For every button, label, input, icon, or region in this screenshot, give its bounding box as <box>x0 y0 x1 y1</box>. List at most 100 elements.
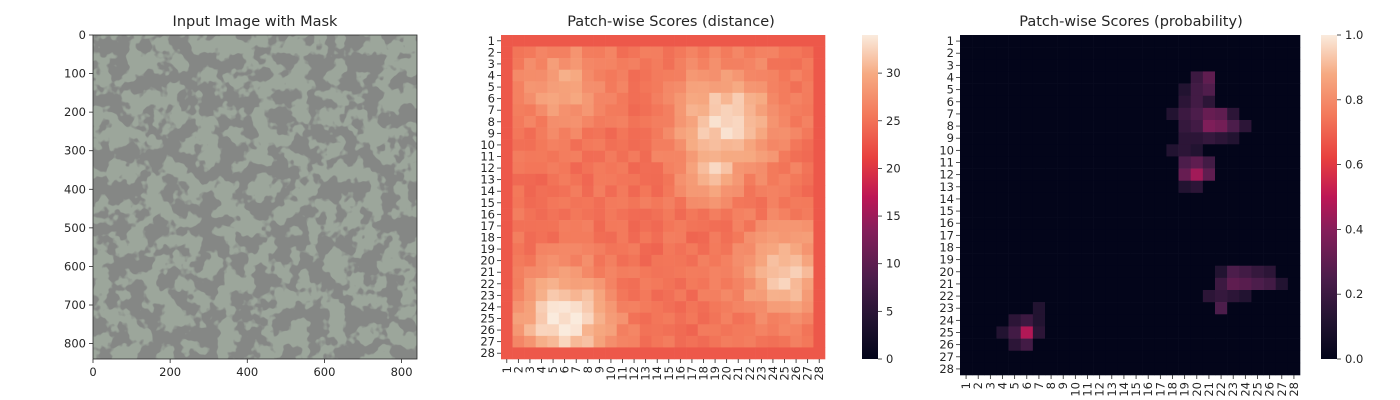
distance-cell <box>628 185 641 198</box>
distance-cell <box>663 289 675 302</box>
distance-cell <box>558 46 571 59</box>
distance-cell <box>593 243 606 256</box>
distance-cell <box>524 139 537 152</box>
probability-y-tick-label: 11 <box>939 156 954 170</box>
distance-cell <box>686 92 699 105</box>
probability-cell <box>1166 241 1179 254</box>
distance-cell <box>616 150 629 163</box>
distance-cell <box>605 104 618 117</box>
probability-cell <box>972 107 985 121</box>
probability-cell <box>1275 59 1289 72</box>
distance-cell <box>663 173 675 186</box>
probability-cell <box>1202 265 1216 279</box>
distance-cell <box>628 301 641 314</box>
probability-cell <box>1154 217 1167 230</box>
distance-cell <box>767 312 780 325</box>
probability-cell <box>1227 314 1240 327</box>
probability-cell <box>996 59 1009 72</box>
distance-cell <box>639 231 652 244</box>
distance-cell <box>547 139 560 152</box>
distance-cell <box>709 162 722 175</box>
probability-cell <box>1287 59 1301 72</box>
distance-cell <box>801 173 814 186</box>
probability-cell <box>1178 205 1192 218</box>
probability-x-tick-label: 19 <box>1178 382 1192 397</box>
probability-cell <box>1032 362 1046 376</box>
distance-cell <box>582 139 594 152</box>
probability-cell <box>1178 229 1192 242</box>
probability-cell <box>1020 326 1034 339</box>
probability-cell <box>1190 47 1204 60</box>
probability-cell <box>1081 71 1094 84</box>
probability-cell <box>1178 338 1192 352</box>
probability-cell <box>1142 168 1155 182</box>
distance-cell <box>709 150 722 163</box>
probability-cell <box>1069 229 1082 242</box>
distance-cell <box>674 150 687 163</box>
distance-y-tick-label: 18 <box>480 231 495 245</box>
distance-cell <box>663 139 675 152</box>
distance-cell <box>512 347 525 360</box>
probability-cell <box>1032 241 1046 254</box>
distance-cell <box>639 35 652 47</box>
probability-cell <box>1215 71 1228 84</box>
probability-cell <box>1008 217 1022 230</box>
probability-cell <box>996 350 1009 364</box>
probability-cell <box>996 338 1009 352</box>
probability-cell <box>1251 290 1264 303</box>
probability-cell <box>1239 205 1252 218</box>
distance-cell <box>732 278 745 290</box>
distance-cell <box>778 139 791 152</box>
distance-cell <box>547 289 560 302</box>
distance-y-tick-label: 6 <box>488 92 495 106</box>
probability-cell <box>1130 144 1143 157</box>
probability-cell <box>1251 83 1264 97</box>
distance-cell <box>778 81 791 94</box>
probability-cell <box>1275 314 1289 327</box>
probability-cell <box>960 350 973 364</box>
probability-cell <box>1008 338 1022 352</box>
distance-cell <box>512 69 525 82</box>
probability-y-tick-label: 8 <box>947 119 954 133</box>
distance-cell <box>558 35 571 47</box>
probability-cell <box>1251 326 1264 339</box>
distance-cell <box>709 127 722 140</box>
probability-cell <box>1154 83 1167 97</box>
distance-cell <box>651 312 664 325</box>
probability-cell <box>1166 326 1179 339</box>
distance-cell <box>501 69 513 82</box>
probability-cell <box>1093 71 1107 84</box>
probability-cell <box>1142 338 1155 352</box>
probability-cell <box>972 144 985 157</box>
distance-cell <box>582 92 594 105</box>
probability-cell <box>1251 47 1264 60</box>
probability-colorbar-tick-label: 0.2 <box>1345 287 1363 301</box>
probability-cell <box>1190 83 1204 97</box>
distance-cell <box>697 254 710 267</box>
probability-cell <box>1227 120 1240 133</box>
distance-cell <box>558 69 571 82</box>
probability-cell <box>1081 35 1094 48</box>
probability-cell <box>1263 302 1277 315</box>
distance-cell <box>535 104 548 117</box>
distance-cell <box>558 289 571 302</box>
probability-cell <box>1227 95 1240 109</box>
distance-cell <box>616 173 629 186</box>
probability-cell <box>972 217 985 230</box>
probability-cell <box>1057 229 1070 242</box>
distance-cell <box>524 92 537 105</box>
probability-x-tick-label: 13 <box>1105 382 1119 397</box>
probability-x-tick-label: 28 <box>1287 382 1301 397</box>
probability-cell <box>1117 47 1131 60</box>
probability-cell <box>1202 217 1216 230</box>
distance-cell <box>709 266 722 279</box>
distance-cell <box>639 335 652 348</box>
distance-y-tick-label: 17 <box>480 219 495 233</box>
probability-cell <box>1251 156 1264 169</box>
probability-cell <box>1105 350 1119 364</box>
probability-cell <box>960 338 973 352</box>
distance-cell <box>582 46 594 59</box>
probability-cell <box>1227 338 1240 352</box>
distance-cell <box>512 162 525 175</box>
probability-cell <box>984 47 997 60</box>
